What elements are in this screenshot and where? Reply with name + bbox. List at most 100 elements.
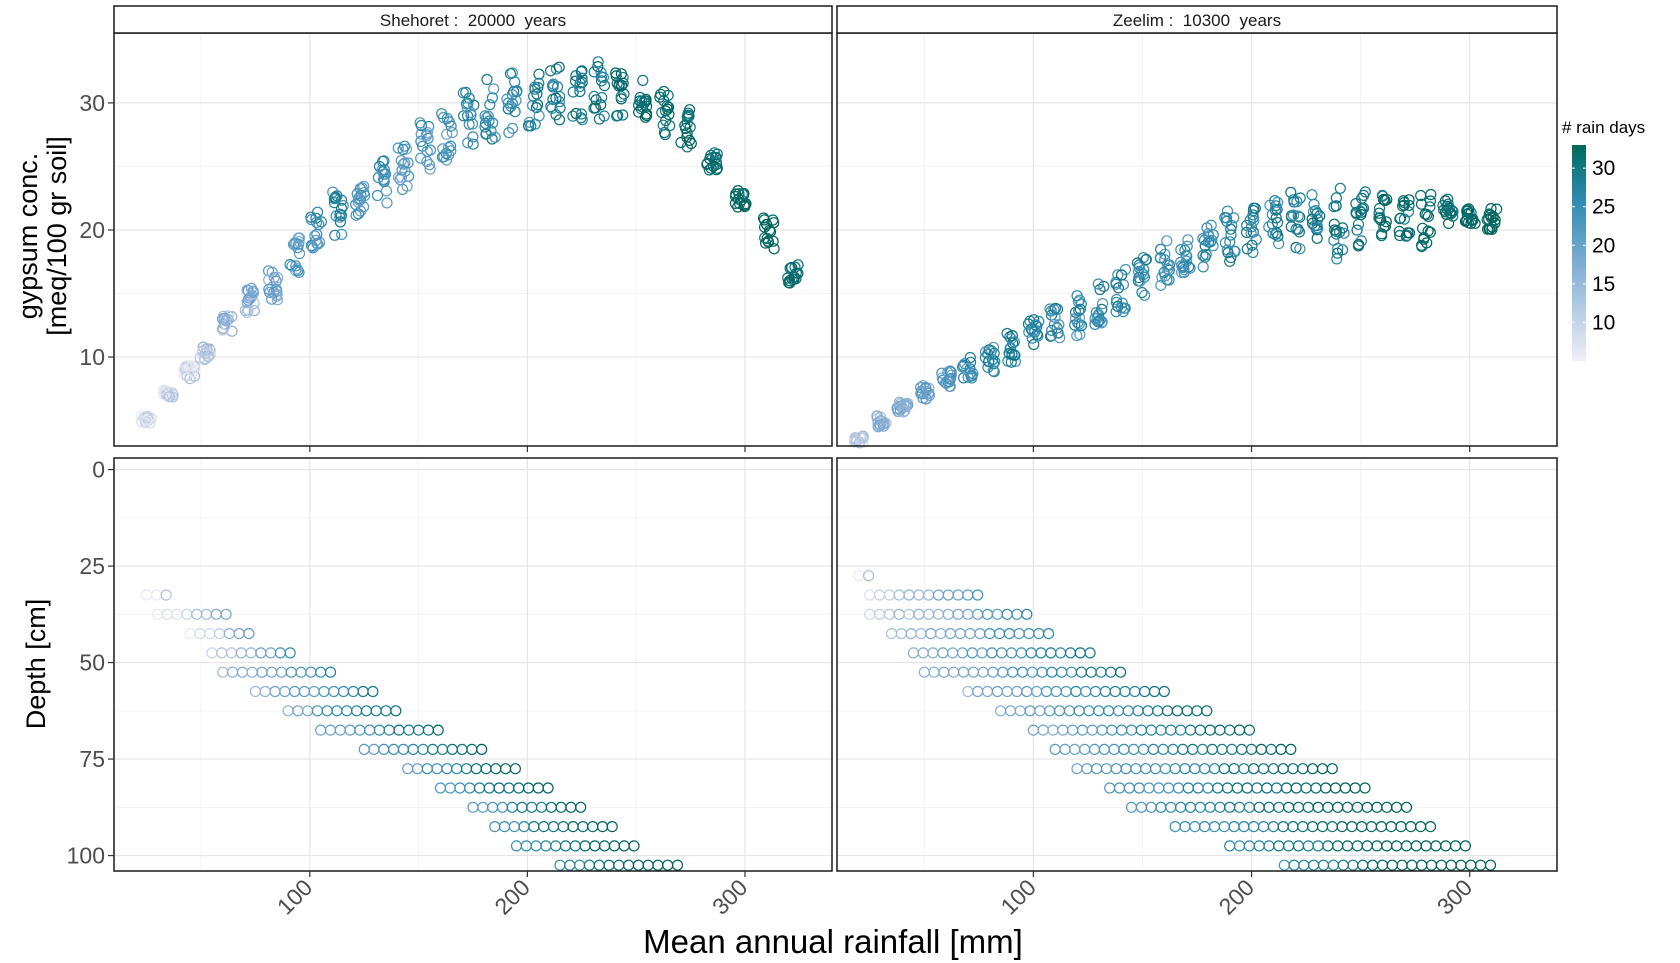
data-point [1352, 238, 1365, 250]
data-point [764, 226, 777, 238]
data-point [682, 109, 694, 121]
panel-frame [113, 457, 833, 872]
data-point [397, 143, 409, 156]
data-point [335, 210, 348, 222]
data-point [371, 189, 384, 202]
data-point [596, 91, 608, 104]
data-point [945, 366, 957, 378]
data-point [662, 89, 674, 102]
data-point [965, 370, 977, 382]
data-point [1269, 229, 1282, 241]
y-tick-label: 0 [92, 457, 105, 483]
data-point [248, 305, 260, 317]
data-point [1294, 243, 1306, 255]
data-point [1183, 261, 1195, 273]
legend-tick-label: 10 [1592, 311, 1615, 334]
data-point [423, 159, 435, 171]
data-point [1073, 305, 1085, 317]
data-point [857, 436, 869, 448]
data-point [1290, 223, 1302, 235]
data-point [1400, 801, 1413, 813]
data-point [1071, 330, 1083, 342]
data-point [160, 589, 172, 601]
data-point [639, 111, 652, 123]
data-point [248, 297, 260, 310]
data-point [982, 356, 995, 368]
data-point [1355, 235, 1368, 247]
data-point [336, 228, 348, 240]
data-point [1247, 246, 1259, 259]
data-point [1094, 314, 1106, 326]
data-point [305, 239, 317, 252]
data-point [573, 81, 586, 93]
data-point [542, 782, 554, 794]
strip-zeelim: Zeelim : 10300 years [836, 5, 1558, 34]
data-point [1140, 254, 1152, 266]
data-point [306, 240, 318, 253]
data-point [506, 122, 519, 134]
data-point [1357, 202, 1370, 214]
data-point [983, 344, 995, 356]
data-point [576, 65, 588, 77]
data-point [1359, 782, 1371, 794]
data-point [550, 109, 562, 121]
data-point [424, 163, 436, 175]
data-point [1197, 249, 1209, 262]
legend-tick-label: 15 [1592, 273, 1615, 296]
data-point [1442, 198, 1454, 210]
data-point [335, 202, 348, 214]
data-point [1424, 201, 1436, 213]
data-point [1245, 227, 1257, 239]
data-point [160, 387, 172, 399]
data-point [271, 294, 283, 306]
data-point [1415, 189, 1427, 202]
data-point [461, 101, 473, 114]
data-point [628, 840, 640, 852]
data-point [1243, 724, 1256, 736]
data-point [1092, 278, 1104, 290]
data-point [1465, 207, 1477, 219]
data-point [1033, 315, 1045, 327]
data-point [527, 90, 540, 102]
data-point [263, 274, 275, 286]
data-point [158, 384, 170, 396]
data-point [1046, 324, 1058, 336]
data-point [422, 132, 434, 144]
y-axis-title-top-line2: [meq/100 gr soil] [42, 136, 72, 336]
y-tick-label: 10 [79, 344, 105, 370]
data-point [479, 117, 492, 130]
data-point [592, 60, 604, 73]
data-point [612, 109, 624, 122]
data-point [1072, 296, 1085, 308]
data-point [681, 117, 693, 129]
data-point [915, 381, 927, 394]
data-point [1351, 224, 1363, 236]
data-point [1054, 332, 1066, 344]
data-point [898, 398, 910, 410]
data-point [892, 405, 904, 417]
y-axis-title-bottom: Depth [cm] [21, 599, 51, 730]
data-point [378, 155, 390, 167]
data-point [982, 361, 994, 373]
data-point [367, 685, 379, 698]
data-point [964, 356, 977, 368]
data-point [530, 101, 543, 114]
data-point [328, 193, 340, 205]
data-point [701, 158, 713, 170]
data-point [305, 214, 317, 226]
data-point [1158, 685, 1170, 698]
data-point [1112, 269, 1124, 281]
data-point [136, 416, 148, 428]
data-point [1159, 254, 1171, 266]
data-point [1175, 244, 1187, 256]
data-point [759, 237, 772, 249]
data-point [220, 608, 232, 620]
data-point [445, 145, 457, 157]
data-point [1114, 666, 1127, 678]
data-point [1053, 319, 1065, 331]
data-point [399, 157, 411, 169]
data-point [874, 415, 887, 427]
data-point [1161, 235, 1173, 247]
data-point [854, 431, 867, 443]
legend-colorbar [1572, 145, 1586, 361]
